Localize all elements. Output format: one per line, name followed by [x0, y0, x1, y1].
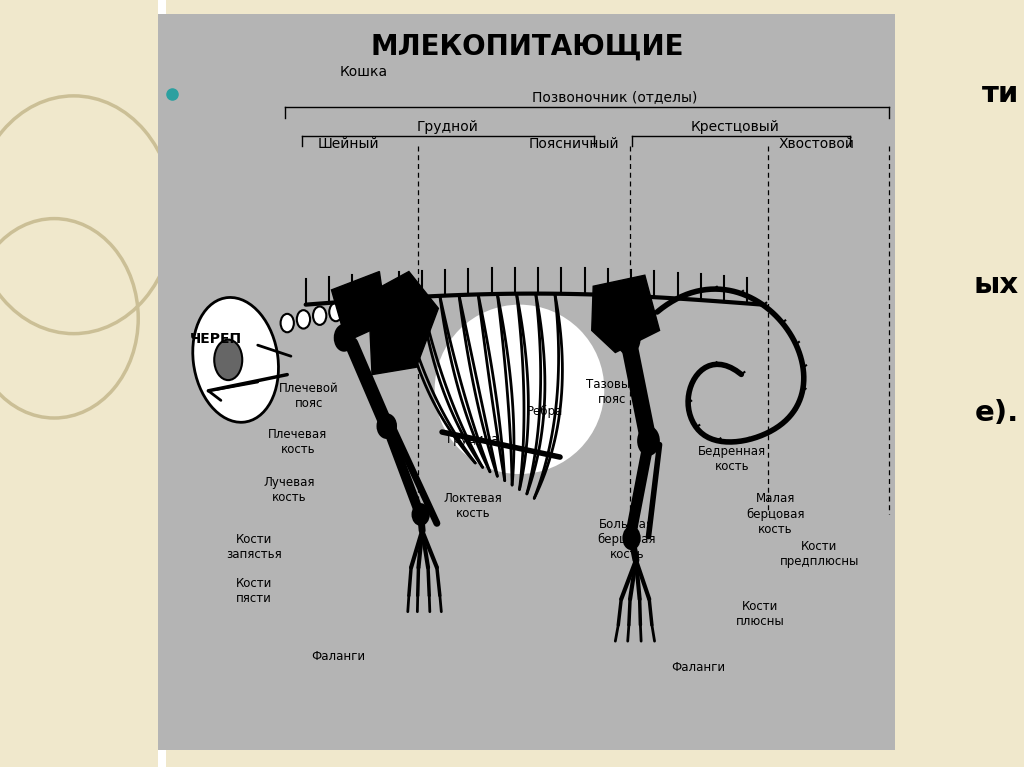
Text: Кости
предплюсны: Кости предплюсны [779, 540, 859, 568]
Ellipse shape [638, 427, 658, 455]
Text: Малая
берцовая
кость: Малая берцовая кость [745, 492, 805, 535]
Text: ЧЕРЕП: ЧЕРЕП [189, 332, 242, 346]
Text: Кошка: Кошка [340, 65, 387, 79]
Polygon shape [332, 272, 387, 341]
Ellipse shape [378, 414, 396, 438]
Text: Бедренная
кость: Бедренная кость [698, 445, 766, 473]
Ellipse shape [297, 310, 310, 328]
Text: Кости
запястья: Кости запястья [226, 533, 282, 561]
Text: МЛЕКОПИТАЮЩИЕ: МЛЕКОПИТАЮЩИЕ [371, 32, 684, 61]
Ellipse shape [617, 321, 640, 354]
Ellipse shape [214, 340, 243, 380]
Text: Позвоночник (отделы): Позвоночник (отделы) [531, 91, 697, 104]
Ellipse shape [345, 299, 358, 318]
Ellipse shape [193, 298, 279, 423]
Ellipse shape [313, 307, 327, 325]
Ellipse shape [281, 314, 294, 332]
Polygon shape [369, 272, 438, 374]
Text: Крестцовый: Крестцовый [691, 120, 779, 134]
Bar [158, 14, 895, 750]
Text: Грудной: Грудной [417, 120, 478, 134]
Text: Грудина: Грудина [446, 433, 500, 446]
Text: Кости
плюсны: Кости плюсны [735, 600, 784, 628]
Text: Кости
пясти: Кости пясти [236, 577, 272, 605]
Text: Шейный: Шейный [317, 137, 379, 151]
Text: Ребра: Ребра [526, 405, 563, 418]
Ellipse shape [624, 527, 640, 549]
Text: Тазовый
пояс: Тазовый пояс [587, 378, 638, 407]
Text: Большая
берцовая
кость: Большая берцовая кость [597, 518, 656, 561]
Bar [158, 0, 166, 767]
Text: Лучевая
кость: Лучевая кость [263, 476, 314, 504]
Text: Поясничный: Поясничный [528, 137, 618, 151]
Text: ых: ых [974, 272, 1019, 299]
Ellipse shape [330, 303, 342, 321]
Text: Фаланги: Фаланги [672, 661, 725, 674]
Text: ти: ти [982, 81, 1019, 108]
Text: е).: е). [975, 399, 1019, 426]
Ellipse shape [413, 504, 429, 525]
Text: Локтевая
кость: Локтевая кость [443, 492, 503, 521]
Text: Плечевой
пояс: Плечевой пояс [280, 382, 339, 410]
Text: Фаланги: Фаланги [311, 650, 365, 663]
Polygon shape [592, 275, 659, 353]
Ellipse shape [434, 304, 604, 474]
Text: Плечевая
кость: Плечевая кость [268, 428, 328, 456]
Text: Хвостовой: Хвостовой [778, 137, 854, 151]
Ellipse shape [335, 325, 353, 351]
